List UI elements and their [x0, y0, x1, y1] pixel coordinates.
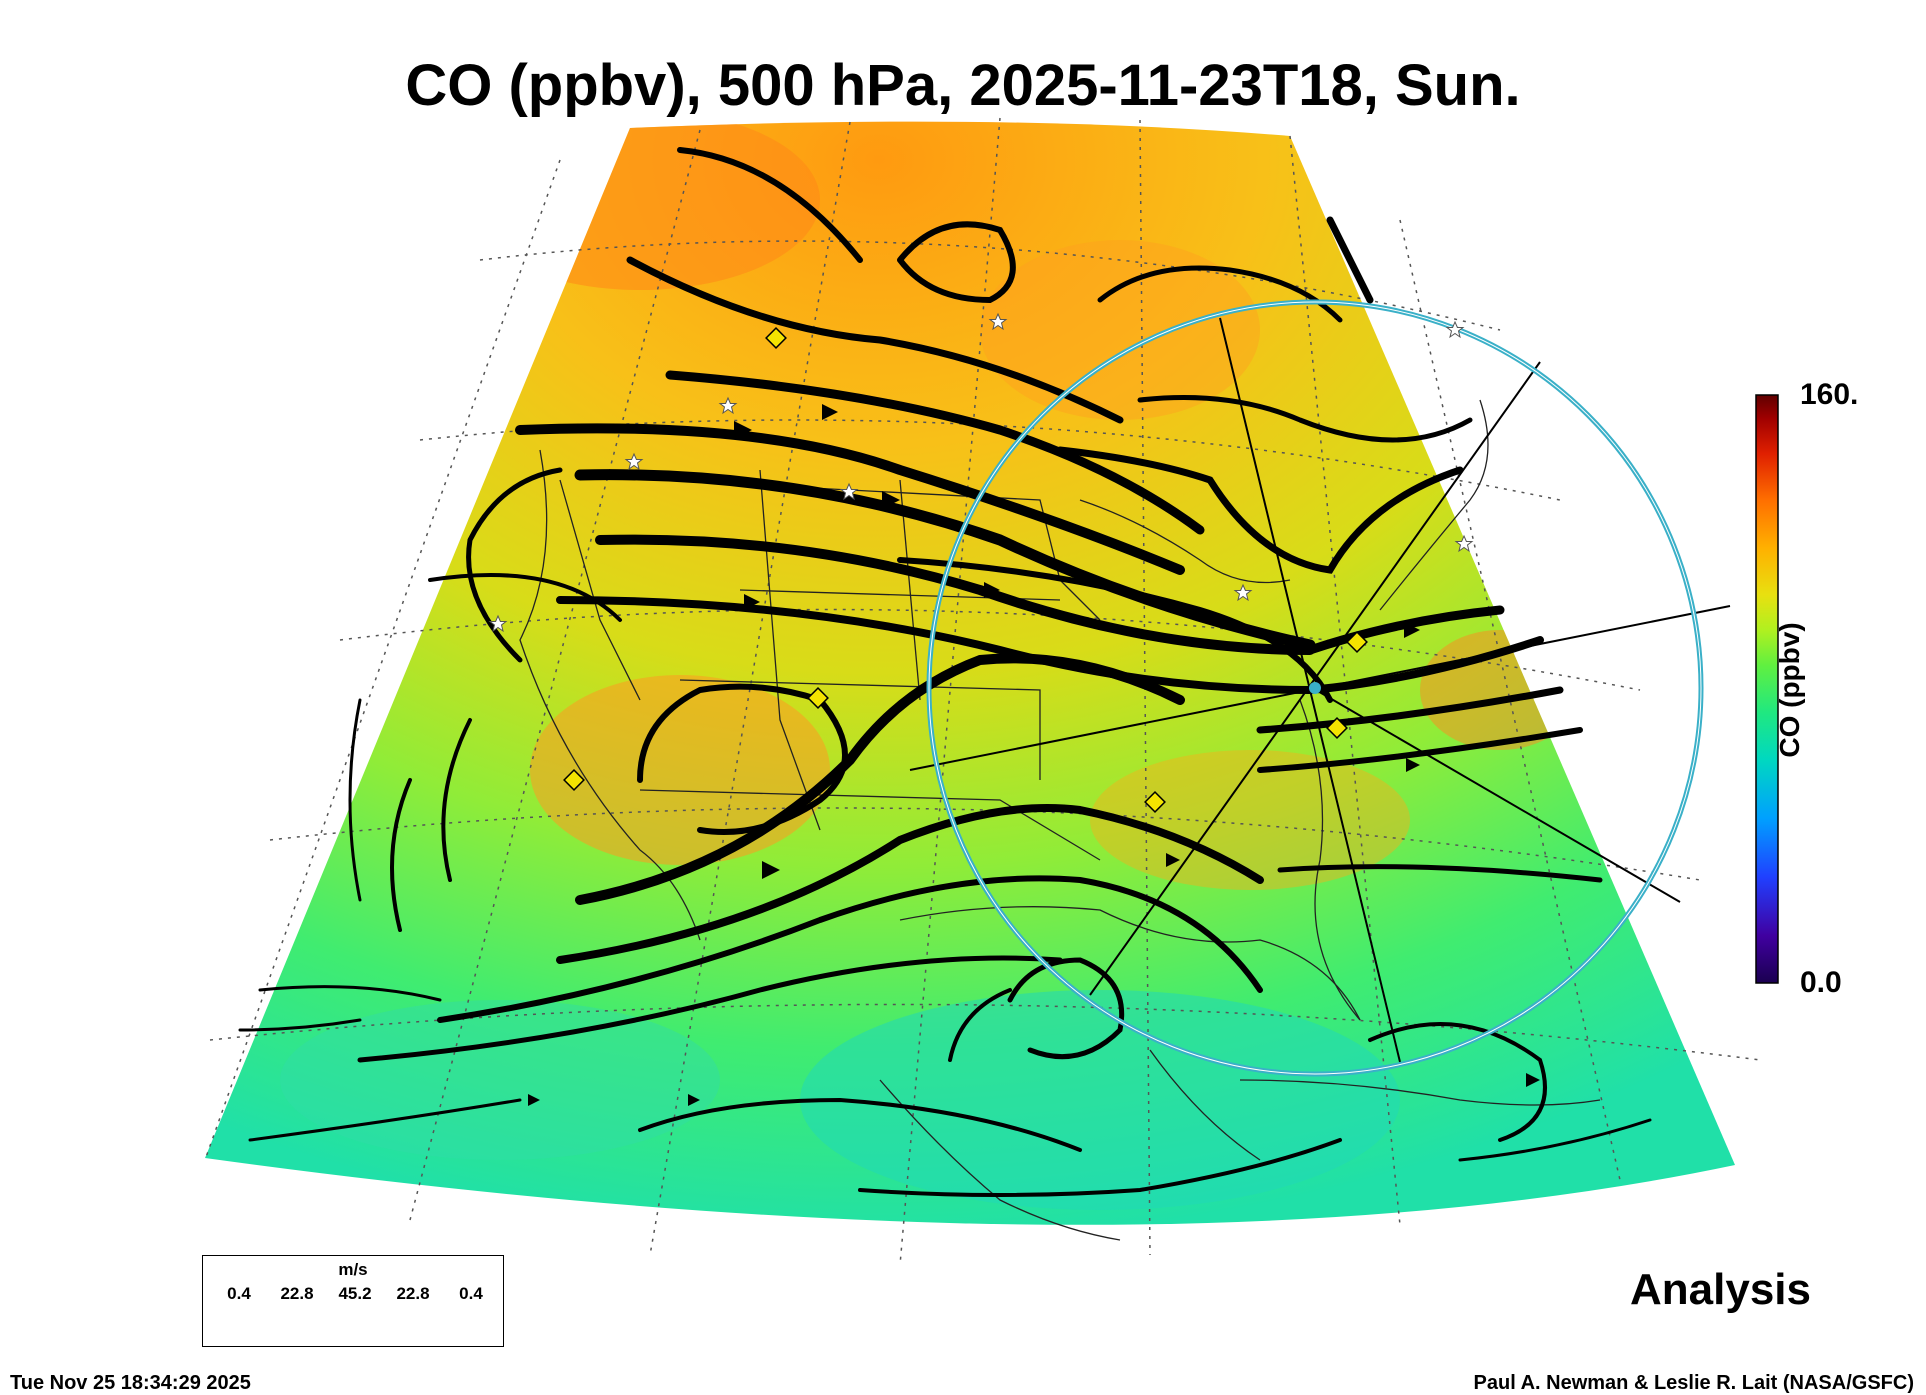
- streamline: [348, 698, 362, 902]
- star-marker: [839, 482, 859, 501]
- analysis-stamp: Analysis: [1630, 1265, 1811, 1314]
- streamline: [466, 467, 563, 663]
- wind-legend-value: 45.2: [338, 1284, 372, 1303]
- streamline: [1305, 605, 1505, 655]
- streamline: [357, 955, 1063, 1063]
- wind-legend-value: 0.4: [459, 1284, 483, 1303]
- star-marker: [1233, 583, 1253, 602]
- streamline: [897, 557, 1333, 703]
- colorbar-ramp: [1755, 394, 1779, 984]
- streamline: [238, 1018, 362, 1032]
- streamline: [1056, 446, 1464, 574]
- streamline: [1326, 216, 1374, 304]
- diamond-marker: [765, 327, 787, 349]
- streamline: [897, 221, 1016, 304]
- center-marker: [1309, 682, 1321, 694]
- star-marker: [1454, 534, 1474, 553]
- star-marker: [988, 312, 1008, 331]
- wind-legend-unit: m/s: [338, 1260, 368, 1279]
- wind-legend-value: 22.8: [280, 1284, 314, 1303]
- streamline-arrowheads: [528, 404, 1540, 1106]
- diamond-marker: [1346, 631, 1368, 653]
- diamond-markers: [563, 327, 1368, 813]
- streamline: [595, 534, 1315, 655]
- streamline: [515, 423, 1185, 575]
- star-marker: [488, 614, 508, 633]
- track-line: [1315, 689, 1681, 903]
- star-marker: [624, 452, 644, 471]
- streamline: [390, 778, 412, 932]
- diamond-marker: [563, 769, 585, 791]
- footer-timestamp: Tue Nov 25 18:34:29 2025: [10, 1372, 251, 1394]
- streamline: [626, 256, 1124, 424]
- star-marker: [1445, 320, 1465, 339]
- streamline: [437, 875, 1263, 1023]
- streamline: [1137, 395, 1473, 443]
- streamline: [1368, 1022, 1547, 1142]
- streamline: [441, 718, 472, 882]
- star-markers: [488, 312, 1474, 633]
- streamline: [1257, 727, 1583, 773]
- streamline: [556, 596, 1314, 694]
- colorbar-max-label: 160.: [1800, 378, 1859, 411]
- streamline: [677, 147, 863, 263]
- streamline: [1097, 265, 1343, 323]
- star-marker: [718, 396, 738, 415]
- streamline: [248, 1098, 522, 1142]
- diamond-marker: [1144, 791, 1166, 813]
- colorbar-axis-label: CO (ppbv): [1774, 622, 1805, 758]
- streamline: [1256, 686, 1564, 734]
- track-line: [1089, 361, 1541, 996]
- wind-legend-value: 0.4: [227, 1284, 251, 1303]
- streamline: [258, 985, 442, 1002]
- colorbar-min-label: 0.0: [1800, 966, 1842, 999]
- streamline: [665, 370, 1205, 535]
- streamline: [556, 804, 1264, 964]
- diamond-marker: [807, 687, 829, 709]
- streamline: [1458, 1118, 1652, 1162]
- streamline: [428, 573, 622, 622]
- streamline: [1277, 864, 1603, 883]
- streamline: [948, 988, 1012, 1062]
- wind-streamlines: [238, 147, 1652, 1197]
- graticule: [204, 117, 1761, 1266]
- wind-legend-value: 22.8: [396, 1284, 430, 1303]
- wind-legend: m/s 0.4 22.8 45.2 22.8 0.4: [202, 1255, 504, 1347]
- streamline: [1007, 957, 1125, 1060]
- streamline: [638, 1097, 1082, 1152]
- diamond-marker: [1326, 717, 1348, 739]
- page-title: CO (ppbv), 500 hPa, 2025-11-23T18, Sun.: [405, 53, 1521, 118]
- range-circle: [926, 299, 1704, 1077]
- streamline: [575, 653, 1185, 905]
- streamline: [858, 1138, 1342, 1197]
- colorbar: [1755, 394, 1779, 984]
- footer-credit: Paul A. Newman & Leslie R. Lait (NASA/GS…: [1473, 1372, 1914, 1394]
- streamline: [574, 469, 1316, 651]
